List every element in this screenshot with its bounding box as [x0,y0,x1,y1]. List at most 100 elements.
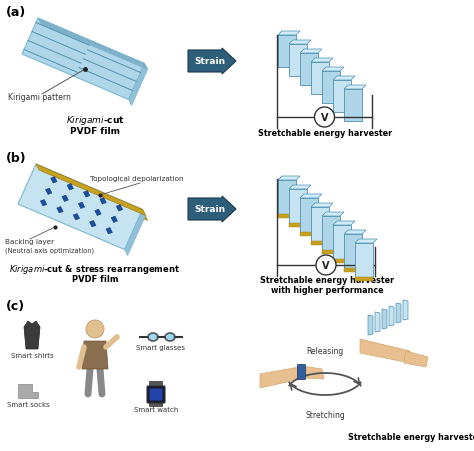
Polygon shape [375,312,380,332]
FancyBboxPatch shape [149,382,163,387]
Polygon shape [344,230,366,235]
Polygon shape [289,186,311,189]
Polygon shape [278,32,282,68]
FancyBboxPatch shape [147,386,165,403]
Polygon shape [57,207,63,213]
FancyBboxPatch shape [298,365,306,380]
Polygon shape [278,180,296,215]
FancyArrow shape [188,49,236,75]
Text: Smart glasses: Smart glasses [137,344,185,350]
Polygon shape [100,198,106,205]
Text: (a): (a) [6,6,26,19]
Text: (c): (c) [6,299,25,312]
Polygon shape [95,210,101,216]
Polygon shape [333,77,355,81]
Text: Smart socks: Smart socks [7,401,49,407]
FancyBboxPatch shape [149,389,163,400]
Polygon shape [300,54,318,86]
Polygon shape [40,200,47,207]
Polygon shape [73,214,80,221]
Polygon shape [36,165,147,221]
Polygon shape [403,300,408,320]
Text: Stretchable energy harvester: Stretchable energy harvester [348,432,474,441]
Polygon shape [18,384,38,398]
Ellipse shape [165,333,175,341]
Polygon shape [389,306,394,326]
Text: $\it{Kirigami}$-cut: $\it{Kirigami}$-cut [66,114,124,127]
Text: PVDF film: PVDF film [72,274,118,283]
Text: V: V [321,113,328,123]
Circle shape [86,320,104,338]
Text: Stretchable energy harvester: Stretchable energy harvester [260,276,394,285]
Polygon shape [128,64,147,106]
Polygon shape [106,228,112,235]
Text: Stretchable energy harvester: Stretchable energy harvester [258,129,392,138]
Polygon shape [278,177,282,215]
Text: PVDF film: PVDF film [70,127,120,136]
Polygon shape [333,259,351,263]
Polygon shape [111,216,118,223]
Circle shape [316,255,336,276]
Polygon shape [300,194,322,198]
Text: Releasing: Releasing [306,346,344,355]
Polygon shape [404,351,428,367]
Polygon shape [51,177,57,184]
Polygon shape [289,41,311,45]
Text: (b): (b) [6,152,27,165]
Polygon shape [82,341,108,369]
Polygon shape [311,59,333,63]
Polygon shape [36,165,146,216]
Polygon shape [78,202,85,209]
Text: Topological depolarization: Topological depolarization [90,175,183,182]
Polygon shape [333,226,351,259]
Polygon shape [344,90,362,122]
Polygon shape [90,221,96,227]
Polygon shape [344,268,362,272]
Text: with higher performance: with higher performance [271,285,383,295]
Text: Smart shirts: Smart shirts [11,352,53,358]
Polygon shape [322,68,344,72]
Polygon shape [355,277,373,281]
Polygon shape [368,315,373,335]
Polygon shape [311,207,329,241]
Polygon shape [396,304,401,323]
Polygon shape [333,221,355,226]
Text: Strain: Strain [194,205,226,214]
Circle shape [315,108,335,128]
Polygon shape [322,216,340,250]
Polygon shape [260,366,305,388]
Polygon shape [360,339,410,363]
Polygon shape [62,196,68,202]
Polygon shape [322,212,344,216]
Polygon shape [278,177,300,180]
Ellipse shape [148,333,158,341]
Polygon shape [116,205,123,212]
Polygon shape [382,309,387,329]
Polygon shape [278,32,300,36]
Polygon shape [322,72,340,104]
Polygon shape [83,191,90,198]
Text: (Neutral axis optimization): (Neutral axis optimization) [5,248,94,254]
Polygon shape [311,241,329,245]
Polygon shape [278,36,296,68]
Polygon shape [355,239,377,244]
Polygon shape [333,81,351,113]
Polygon shape [125,210,146,256]
Polygon shape [311,63,329,95]
Polygon shape [300,232,318,236]
Polygon shape [289,224,307,227]
Polygon shape [322,250,340,254]
Polygon shape [311,203,333,207]
Polygon shape [24,321,40,349]
Text: Smart watch: Smart watch [134,406,178,412]
FancyArrow shape [188,197,236,222]
Text: Backing layer: Backing layer [5,239,54,244]
Polygon shape [289,45,307,77]
Polygon shape [67,184,73,191]
Text: Stretching: Stretching [305,410,345,419]
Polygon shape [289,189,307,224]
Polygon shape [344,86,366,90]
Polygon shape [18,165,143,250]
Polygon shape [355,244,373,277]
Polygon shape [344,235,362,268]
